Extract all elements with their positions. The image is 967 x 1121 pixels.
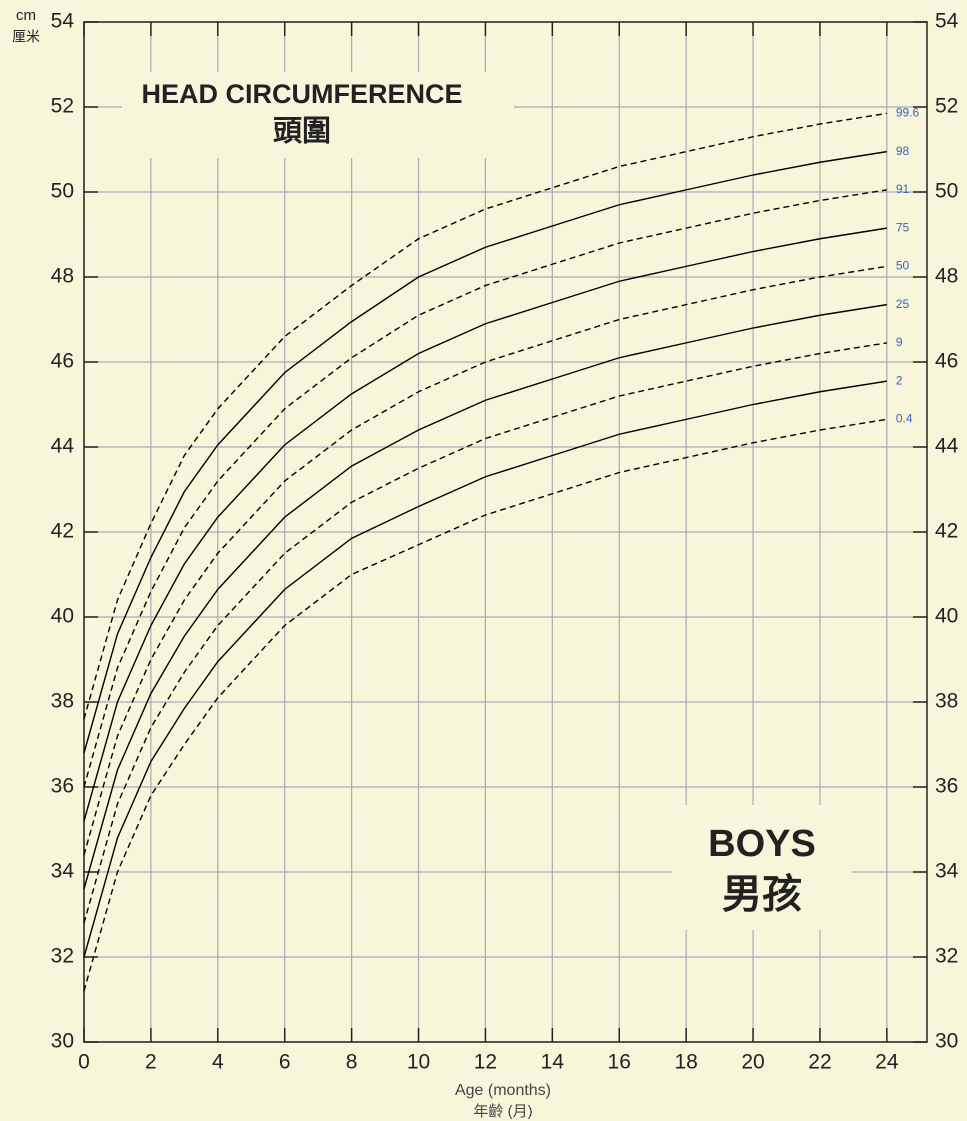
y-tick-label: 30 [935, 1030, 958, 1053]
y-tick-label: 50 [935, 180, 958, 203]
percentile-line [83, 418, 887, 992]
y-tick-label: 32 [935, 945, 958, 968]
y-tick-label: 54 [935, 10, 959, 33]
y-unit: cm [16, 7, 36, 24]
x-tick-label: 10 [407, 1051, 430, 1074]
annotation: BOYS [708, 823, 816, 865]
percentile-line [83, 150, 887, 754]
percentile-line [83, 112, 887, 720]
x-tick-label: 2 [145, 1051, 157, 1074]
x-tick-label: 22 [808, 1051, 831, 1074]
y-tick-label: 40 [935, 605, 958, 628]
line-label: 25 [896, 297, 910, 311]
y-tick-label: 42 [935, 520, 958, 543]
y-tick-label: 50 [51, 180, 74, 203]
y-tick-label: 52 [51, 95, 74, 118]
x-axis-label: Age (months) [455, 1082, 551, 1099]
y-tick-label: 38 [51, 690, 74, 713]
line-label: 75 [896, 220, 910, 234]
line-label: 2 [896, 373, 903, 387]
percentile-line [83, 189, 887, 788]
x-tick-label: 0 [78, 1051, 90, 1074]
y-tick-label: 32 [51, 945, 74, 968]
percentile-line [83, 380, 887, 958]
y-tick-label: 38 [935, 690, 958, 713]
percentile-line [83, 303, 887, 890]
chart-title: HEAD CIRCUMFERENCE [141, 79, 462, 109]
line-label: 9 [896, 335, 903, 349]
x-tick-label: 18 [674, 1051, 697, 1074]
chart-subtitle: 頭圍 [273, 116, 331, 148]
annotation-sub: 男孩 [722, 873, 802, 917]
y-tick-label: 54 [51, 10, 75, 33]
line-label: 99.6 [896, 106, 920, 120]
line-label: 50 [896, 259, 910, 273]
x-tick-label: 24 [875, 1051, 899, 1074]
y-tick-label: 46 [935, 350, 958, 373]
x-tick-label: 6 [279, 1051, 291, 1074]
x-tick-label: 20 [741, 1051, 764, 1074]
percentile-line [83, 227, 887, 822]
y-tick-label: 46 [51, 350, 74, 373]
y-tick-label: 34 [935, 860, 959, 883]
annotation-box [672, 805, 852, 930]
y-tick-label: 42 [51, 520, 74, 543]
y-tick-label: 52 [935, 95, 958, 118]
title-box [122, 72, 514, 158]
x-tick-label: 12 [474, 1051, 497, 1074]
line-label: 91 [896, 182, 910, 196]
x-tick-label: 14 [541, 1051, 565, 1074]
y-unit-sub: 厘米 [12, 29, 40, 45]
y-tick-label: 40 [51, 605, 74, 628]
line-label: 98 [896, 144, 910, 158]
x-tick-label: 16 [608, 1051, 631, 1074]
y-tick-label: 30 [51, 1030, 74, 1053]
x-tick-label: 4 [212, 1051, 224, 1074]
percentile-line [83, 265, 887, 856]
y-tick-label: 34 [51, 860, 75, 883]
y-tick-label: 36 [935, 775, 958, 798]
percentile-line [83, 342, 887, 924]
y-tick-label: 36 [51, 775, 74, 798]
y-tick-label: 48 [935, 265, 958, 288]
x-tick-label: 8 [346, 1051, 358, 1074]
y-tick-label: 44 [51, 435, 75, 458]
line-label: 0.4 [896, 412, 913, 426]
y-tick-label: 44 [935, 435, 959, 458]
y-tick-label: 48 [51, 265, 74, 288]
x-axis-label-sub: 年齡 (月) [473, 1103, 532, 1120]
